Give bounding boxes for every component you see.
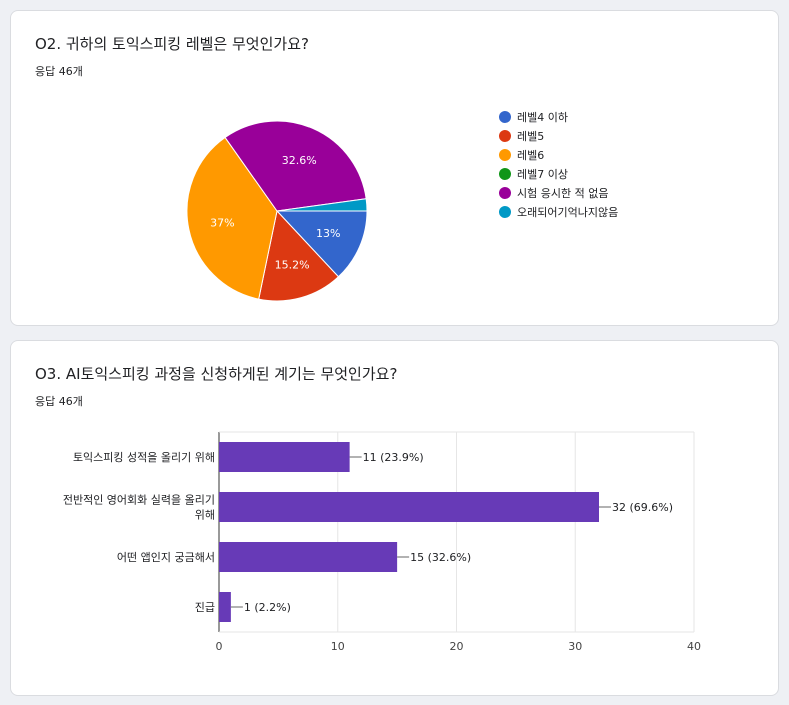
legend-swatch: [499, 206, 511, 218]
pie-slice: [275, 210, 368, 278]
legend-label: 시험 응시한 적 없음: [517, 187, 608, 200]
pie-slice: [276, 198, 368, 212]
legend-swatch: [499, 149, 511, 161]
x-tick-label: 30: [568, 640, 582, 653]
x-tick-label: 10: [331, 640, 345, 653]
legend-swatch: [499, 111, 511, 123]
bar: [219, 542, 398, 572]
legend-label: 레벨6: [517, 149, 544, 162]
bar: [219, 592, 231, 622]
question-card-q3: O3. AI토익스피킹 과정을 신청하게된 계기는 무엇인가요? 응답 46개 …: [10, 340, 779, 696]
y-category-label: 진급: [195, 601, 215, 614]
bar-data-label: 1 (2.2%): [244, 601, 291, 614]
legend-swatch: [499, 168, 511, 180]
y-category-label: 위해: [195, 508, 215, 522]
legend-label: 레벨4 이하: [517, 110, 568, 124]
pie-slice: [258, 209, 340, 302]
bar-data-label: 11 (23.9%): [363, 451, 424, 464]
pie-slice-label: 13%: [316, 227, 340, 240]
x-tick-label: 20: [450, 640, 464, 653]
legend-label: 오래되어기억나지않음: [517, 206, 618, 219]
legend-swatch: [499, 130, 511, 142]
y-category-label: 전반적인 영어회화 실력을 올리기: [63, 494, 215, 507]
bar-data-label: 32 (69.6%): [612, 501, 673, 514]
bar: [219, 442, 350, 472]
x-tick-label: 0: [216, 640, 223, 653]
pie-slice: [186, 136, 278, 300]
y-category-label: 토익스피킹 성적을 올리기 위해: [73, 450, 215, 464]
question-title: O2. 귀하의 토익스피킹 레벨은 무엇인가요?: [35, 35, 309, 53]
pie-slice-label: 15.2%: [275, 259, 310, 272]
question-title: O3. AI토익스피킹 과정을 신청하게된 계기는 무엇인가요?: [35, 365, 398, 383]
pie-slice-label: 32.6%: [282, 154, 317, 167]
bar-data-label: 15 (32.6%): [410, 551, 471, 564]
pie-slice: [224, 120, 367, 212]
legend-label: 레벨7 이상: [517, 168, 568, 181]
y-category-label: 어떤 앱인지 궁금해서: [117, 550, 215, 564]
legend-label: 레벨5: [517, 130, 544, 143]
legend-swatch: [499, 187, 511, 199]
response-count: 응답 46개: [35, 65, 83, 78]
question-card-q2: O2. 귀하의 토익스피킹 레벨은 무엇인가요? 응답 46개 13% 15.2%…: [10, 10, 779, 326]
pie-slice-label: 37%: [210, 216, 234, 229]
response-count: 응답 46개: [35, 395, 83, 408]
bar-chart: 0 10 20 30 40 토익스피킹 성적을 올리기 위해 11 (23.9%) 전반적인 …: [63, 431, 701, 653]
x-tick-label: 40: [687, 640, 701, 653]
bar: [219, 492, 599, 522]
